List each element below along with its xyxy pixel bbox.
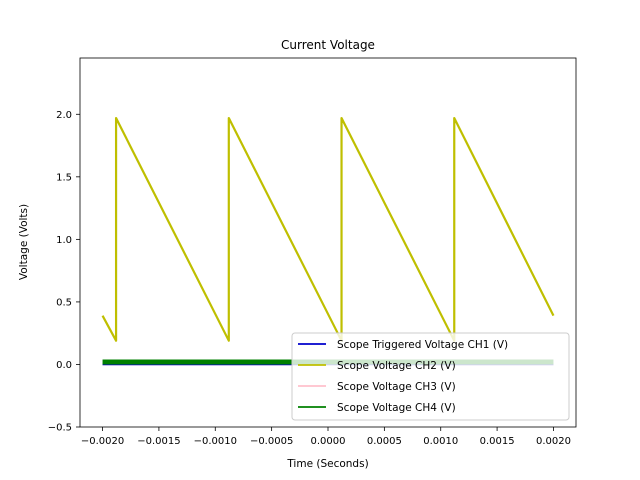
y-tick-label: 1.0 [56, 235, 72, 246]
x-axis: −0.0020 −0.0015 −0.0010 −0.0005 0.0000 0.0005… [81, 427, 571, 447]
legend-label-ch1: Scope Triggered Voltage CH1 (V) [337, 339, 508, 351]
x-tick-label: −0.0015 [137, 436, 180, 447]
legend: Scope Triggered Voltage CH1 (V) Scope Vol… [291, 332, 570, 421]
series-layer [101, 116, 555, 366]
y-tick-label: 0.5 [56, 297, 72, 308]
y-axis: −0.5 0.0 0.5 1.0 1.5 2.0 [48, 110, 80, 434]
y-tick-label: 1.5 [56, 172, 72, 183]
x-tick-label: 0.0005 [367, 436, 402, 447]
y-tick-label: −0.5 [48, 423, 72, 434]
legend-label-ch2: Scope Voltage CH2 (V) [337, 360, 456, 372]
x-tick-label: 0.0015 [480, 436, 515, 447]
x-axis-label: Time (Seconds) [286, 458, 368, 470]
chart-title: Current Voltage [281, 38, 375, 52]
y-axis-label: Voltage (Volts) [18, 204, 30, 280]
y-tick-label: 2.0 [56, 110, 72, 121]
x-tick-label: 0.0010 [423, 436, 458, 447]
x-tick-label: 0.0020 [536, 436, 571, 447]
x-tick-label: 0.0000 [311, 436, 346, 447]
y-tick-label: 0.0 [56, 360, 72, 371]
series-line-ch2 [101, 116, 555, 342]
x-tick-label: −0.0020 [81, 436, 124, 447]
legend-label-ch4: Scope Voltage CH4 (V) [337, 402, 456, 414]
x-tick-label: −0.0005 [250, 436, 293, 447]
legend-box [291, 332, 570, 421]
x-tick-label: −0.0010 [194, 436, 237, 447]
legend-label-ch3: Scope Voltage CH3 (V) [337, 381, 456, 393]
